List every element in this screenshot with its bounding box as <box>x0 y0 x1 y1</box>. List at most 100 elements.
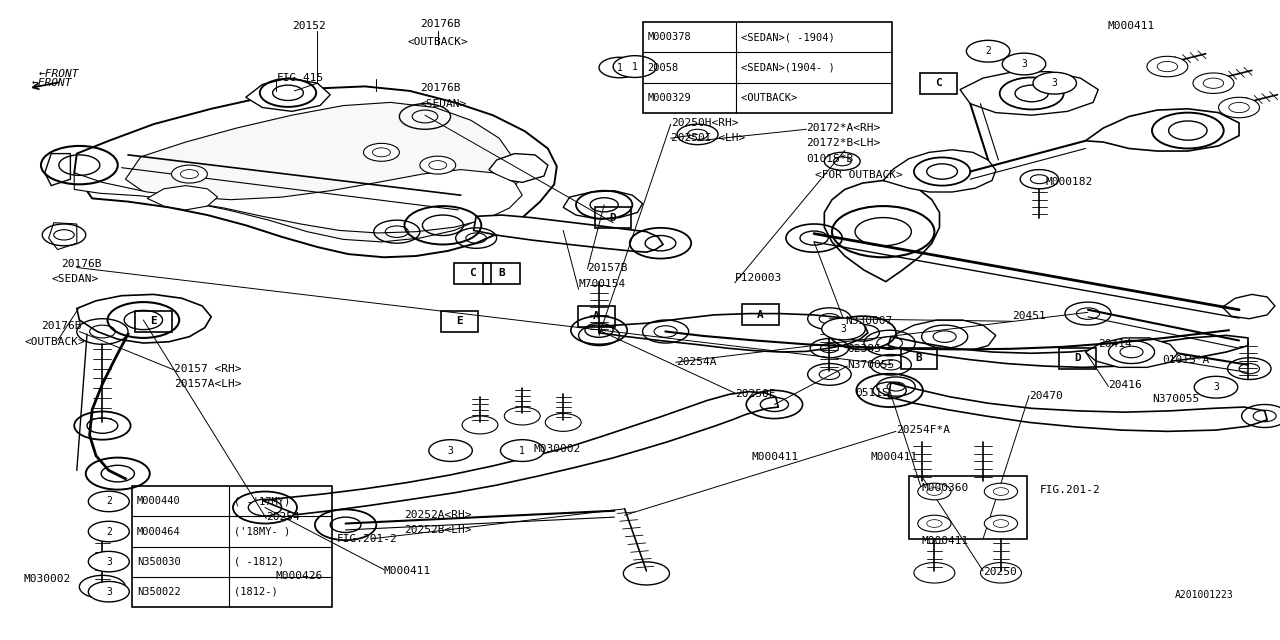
Bar <box>920 72 956 93</box>
Text: M030002: M030002 <box>534 444 581 454</box>
Polygon shape <box>125 102 518 242</box>
Bar <box>742 304 778 325</box>
Polygon shape <box>1085 338 1178 367</box>
Polygon shape <box>563 191 643 219</box>
Text: <SEDAN>: <SEDAN> <box>420 99 467 109</box>
Text: 20058: 20058 <box>648 63 678 72</box>
Circle shape <box>984 515 1018 532</box>
Text: M000464: M000464 <box>137 527 180 536</box>
Text: 20172*A<RH>: 20172*A<RH> <box>806 123 881 133</box>
Text: 20157A<LH>: 20157A<LH> <box>174 379 242 389</box>
Text: M000329: M000329 <box>648 93 691 102</box>
Polygon shape <box>489 154 548 182</box>
Text: ←FRONT: ←FRONT <box>32 78 73 88</box>
Text: 20152: 20152 <box>292 20 325 31</box>
Circle shape <box>429 440 472 461</box>
Text: (1812-): (1812-) <box>234 587 291 596</box>
Circle shape <box>88 551 129 572</box>
Text: 20176B: 20176B <box>61 259 102 269</box>
Polygon shape <box>246 78 330 111</box>
Bar <box>579 306 614 326</box>
Text: 20157 <RH>: 20157 <RH> <box>174 364 242 374</box>
Text: A201001223: A201001223 <box>1175 590 1234 600</box>
Text: 20250H<RH>: 20250H<RH> <box>671 118 739 128</box>
Polygon shape <box>1085 109 1239 151</box>
Circle shape <box>364 143 399 161</box>
Text: 3: 3 <box>106 557 111 566</box>
Circle shape <box>1193 73 1234 93</box>
Text: 20252A<RH>: 20252A<RH> <box>404 510 472 520</box>
Text: 2: 2 <box>106 527 111 536</box>
Circle shape <box>1194 376 1238 398</box>
Circle shape <box>613 56 657 77</box>
Text: 20157B: 20157B <box>588 262 628 273</box>
Text: 20250F: 20250F <box>735 389 776 399</box>
Text: 20254: 20254 <box>266 512 300 522</box>
Text: 20416: 20416 <box>1108 380 1142 390</box>
Text: N370055: N370055 <box>847 360 895 370</box>
Circle shape <box>599 57 640 77</box>
Text: <OUTBACK>: <OUTBACK> <box>407 36 467 47</box>
Text: <SEDAN>(1904- ): <SEDAN>(1904- ) <box>741 63 835 72</box>
Circle shape <box>172 165 207 183</box>
Text: M000440: M000440 <box>137 497 180 506</box>
Bar <box>132 486 332 607</box>
Text: 0511S: 0511S <box>855 388 888 398</box>
Polygon shape <box>474 215 663 252</box>
Circle shape <box>984 483 1018 500</box>
Text: B: B <box>915 353 923 364</box>
Text: 20172*B<LH>: 20172*B<LH> <box>806 138 881 148</box>
Polygon shape <box>888 383 1267 431</box>
Circle shape <box>500 440 544 461</box>
Text: C: C <box>934 78 942 88</box>
Polygon shape <box>824 180 940 282</box>
Circle shape <box>1147 56 1188 77</box>
Text: 0101S*B: 0101S*B <box>806 154 854 164</box>
Bar <box>1060 348 1096 369</box>
Circle shape <box>918 483 951 500</box>
Text: 20176B: 20176B <box>420 19 461 29</box>
Text: M000411: M000411 <box>1107 20 1155 31</box>
Circle shape <box>1002 53 1046 75</box>
Text: 20254A: 20254A <box>676 357 717 367</box>
Text: FIG.201-2: FIG.201-2 <box>1039 485 1100 495</box>
Text: 2: 2 <box>986 46 991 56</box>
Text: 3: 3 <box>106 587 111 596</box>
Bar <box>901 348 937 369</box>
Text: 20250I <LH>: 20250I <LH> <box>671 133 745 143</box>
Polygon shape <box>896 320 996 353</box>
Text: M000426: M000426 <box>275 571 323 581</box>
Bar <box>454 262 490 284</box>
Text: N350022: N350022 <box>137 587 180 596</box>
Polygon shape <box>262 392 778 515</box>
Text: D: D <box>1074 353 1082 364</box>
Circle shape <box>918 515 951 532</box>
Polygon shape <box>883 150 996 192</box>
Text: 20176B: 20176B <box>420 83 461 93</box>
Text: M000411: M000411 <box>870 452 918 462</box>
Circle shape <box>966 40 1010 62</box>
Bar <box>909 476 1027 539</box>
Text: ( -1812): ( -1812) <box>234 557 291 566</box>
Text: <FOR OUTBACK>: <FOR OUTBACK> <box>815 170 904 180</box>
Polygon shape <box>960 72 1098 115</box>
Text: M030002: M030002 <box>23 574 70 584</box>
Text: 3: 3 <box>448 445 453 456</box>
Polygon shape <box>599 314 868 352</box>
Circle shape <box>88 492 129 512</box>
Text: 3: 3 <box>1052 78 1057 88</box>
Text: 20254F*A: 20254F*A <box>896 425 950 435</box>
Text: M000411: M000411 <box>922 536 969 547</box>
Bar <box>595 207 631 228</box>
Text: M000411: M000411 <box>384 566 431 576</box>
Text: M700154: M700154 <box>579 279 626 289</box>
Polygon shape <box>74 170 522 233</box>
Text: <OUTBACK>: <OUTBACK> <box>741 93 835 102</box>
Text: P120003: P120003 <box>735 273 782 283</box>
Polygon shape <box>45 154 70 186</box>
Text: D: D <box>609 212 617 223</box>
Text: N330007: N330007 <box>845 316 892 326</box>
Circle shape <box>1033 72 1076 94</box>
Bar <box>136 311 172 332</box>
Polygon shape <box>49 223 77 250</box>
